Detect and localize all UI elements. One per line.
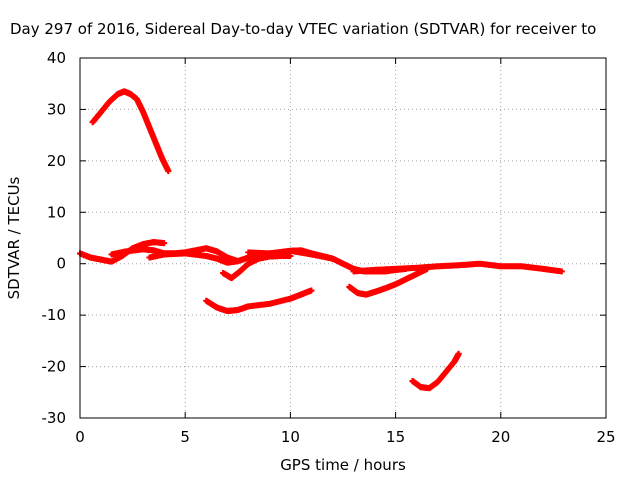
- y-tick-label: -30: [42, 409, 67, 427]
- data-point: [455, 350, 462, 357]
- series-arc-high: [89, 88, 172, 175]
- data-points: [77, 88, 565, 392]
- y-tick-label: 40: [47, 49, 66, 67]
- x-tick-label: 20: [491, 428, 510, 446]
- grid-lines: [80, 58, 606, 418]
- data-point: [558, 268, 565, 275]
- series-arc-low: [409, 350, 462, 392]
- x-tick-label: 25: [596, 428, 615, 446]
- y-tick-label: 10: [47, 203, 66, 221]
- y-tick-label: 0: [56, 255, 66, 273]
- series-arc-h: [346, 265, 431, 298]
- series-arc-g: [203, 287, 315, 315]
- x-tick-label: 15: [386, 428, 405, 446]
- axis-ticks: 0 5 10 15 20 25 -30 -20 -10 0 10 20 30 40: [42, 49, 616, 446]
- plot-frame: [79, 57, 607, 419]
- data-point: [308, 287, 315, 294]
- y-tick-label: 30: [47, 100, 66, 118]
- x-axis-label: GPS time / hours: [280, 456, 406, 474]
- y-axis-label: SDTVAR / TECUs: [5, 176, 23, 299]
- data-point: [165, 168, 172, 175]
- x-tick-label: 10: [281, 428, 300, 446]
- x-tick-label: 5: [180, 428, 190, 446]
- data-point: [161, 240, 168, 247]
- data-point: [287, 253, 294, 259]
- data-point: [424, 265, 431, 272]
- y-tick-label: 20: [47, 152, 66, 170]
- y-tick-label: -20: [42, 358, 67, 376]
- x-tick-label: 0: [75, 428, 85, 446]
- series-arc-a: [77, 239, 168, 265]
- y-tick-label: -10: [42, 306, 67, 324]
- chart-title: Day 297 of 2016, Sidereal Day-to-day VTE…: [10, 20, 596, 38]
